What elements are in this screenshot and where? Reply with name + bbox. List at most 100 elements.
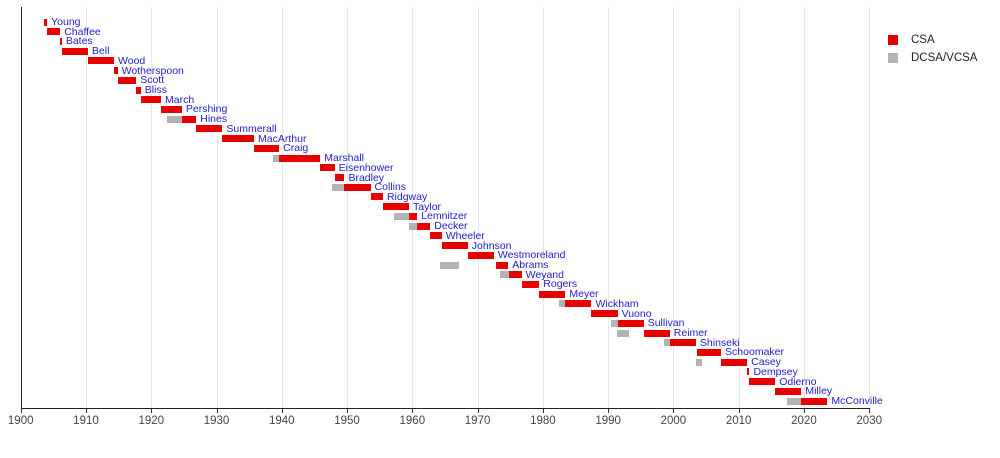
bar-label-ridgway: Ridgway [386,190,428,203]
bar-label-wood: Wood [118,54,146,67]
bar-label-summerall: Summerall [226,122,277,135]
bar-csa-weyand [508,271,522,279]
bar-vcsa-hines [166,115,182,123]
axis-tick-label-1960: 1960 [399,415,426,427]
bar-csa-milley [775,387,802,395]
bar-csa-pershing [161,105,182,113]
bar-label-casey: Casey [751,356,781,369]
bar-csa-bradley [334,174,345,182]
bar-csa-marshall [279,154,321,162]
x-axis-spine [20,408,871,409]
axis-tick-label-1980: 1980 [530,415,556,427]
bar-label-craig: Craig [283,142,309,155]
bar-label-schoomaker: Schoomaker [725,346,784,359]
bar-csa-ridgway [370,193,383,201]
bar-csa-summerall [196,125,223,133]
gridline-2000 [673,7,675,408]
gridline-2010 [738,7,740,408]
bar-csa-rogers [521,280,540,288]
legend-item-csa: CSA [888,31,977,49]
gridline-1970 [477,7,479,408]
bar-label-marshall: Marshall [324,152,364,165]
axis-tick-2000 [673,408,675,413]
bar-csa-dempsey [747,368,750,376]
bar-csa-mcconville [801,397,828,405]
axis-tick-1930 [216,408,218,413]
bar-csa-bell [61,47,88,55]
axis-tick-1940 [281,408,283,413]
dcsa-vcsa-color-swatch [888,53,898,63]
bar-csa-eisenhower [320,164,335,172]
bar-vcsa-collins [332,183,345,191]
bar-csa-casey [721,358,748,366]
gridline-1950 [347,7,349,408]
bar-label-abrams: Abrams [512,259,549,271]
gridline-1990 [608,7,610,408]
bar-label-dempsey: Dempsey [753,365,798,378]
bar-label-bell: Bell [91,45,110,58]
axis-tick-label-1900: 1900 [7,415,34,427]
bar-vcsa-reimer [617,329,629,337]
axis-tick-label-1940: 1940 [268,415,295,427]
legend: CSA DCSA/VCSA [888,31,977,67]
bar-label-sullivan: Sullivan [647,317,685,330]
bar-label-johnson: Johnson [471,239,512,252]
bar-csa-shinseki [669,339,696,347]
bar-csa-meyer [539,290,566,298]
bar-vcsa-marshall [272,154,280,162]
gridline-1920 [151,7,153,408]
bar-vcsa-shinseki [663,339,670,347]
axis-tick-label-1950: 1950 [334,415,360,427]
bar-csa-wood [87,57,115,65]
bar-csa-young [44,18,48,26]
bar-label-decker: Decker [434,220,468,233]
bar-vcsa-mcconville [786,397,802,405]
bar-vcsa-sullivan [610,319,618,327]
bar-label-milley: Milley [805,385,833,398]
bar-vcsa-casey [696,358,703,366]
bar-label-macarthur: MacArthur [258,132,307,145]
bar-label-taylor: Taylor [413,200,442,213]
axis-tick-2030 [869,408,871,413]
axis-tick-label-1920: 1920 [138,415,165,427]
bar-csa-lemnitzer [409,212,418,220]
bar-csa-vuono [591,310,618,318]
bar-vcsa-weyand [499,271,509,279]
bar-csa-wheeler [430,232,442,240]
gridline-1960 [412,7,414,408]
bar-csa-odierno [749,378,776,386]
bar-csa-scott [117,76,137,84]
bar-vcsa-abrams [440,261,460,269]
bar-label-rogers: Rogers [543,278,578,291]
bar-label-reimer: Reimer [673,327,708,340]
axis-tick-2010 [738,408,740,413]
axis-tick-1910 [85,408,87,413]
bar-label-scott: Scott [140,74,165,87]
gridline-2030 [869,7,871,408]
csa-color-swatch [888,35,898,45]
y-axis-spine [20,7,22,408]
bar-label-lemnitzer: Lemnitzer [421,210,468,223]
bar-label-odierno: Odierno [779,375,817,388]
bar-label-weyand: Weyand [525,268,564,281]
bar-vcsa-lemnitzer [394,212,410,220]
bar-csa-schoomaker [696,348,722,356]
axis-tick-label-2000: 2000 [660,415,687,427]
bar-label-wotherspoon: Wotherspoon [121,64,184,77]
axis-tick-1990 [608,408,610,413]
gridline-1930 [216,7,218,408]
legend-label-csa: CSA [911,34,935,46]
bar-csa-hines [181,115,197,123]
axis-tick-1970 [477,408,479,413]
axis-tick-1900 [20,408,22,413]
bar-label-westmoreland: Westmoreland [497,249,566,262]
bar-label-young: Young [51,16,81,28]
legend-item-dcsa-vcsa: DCSA/VCSA [888,49,977,67]
bar-csa-chaffee [47,28,61,36]
axis-tick-label-1990: 1990 [595,415,621,427]
axis-tick-1980 [542,408,544,413]
bar-label-collins: Collins [374,181,407,194]
axis-tick-2020 [803,408,805,413]
bar-csa-taylor [382,203,410,211]
bar-csa-craig [254,144,280,152]
